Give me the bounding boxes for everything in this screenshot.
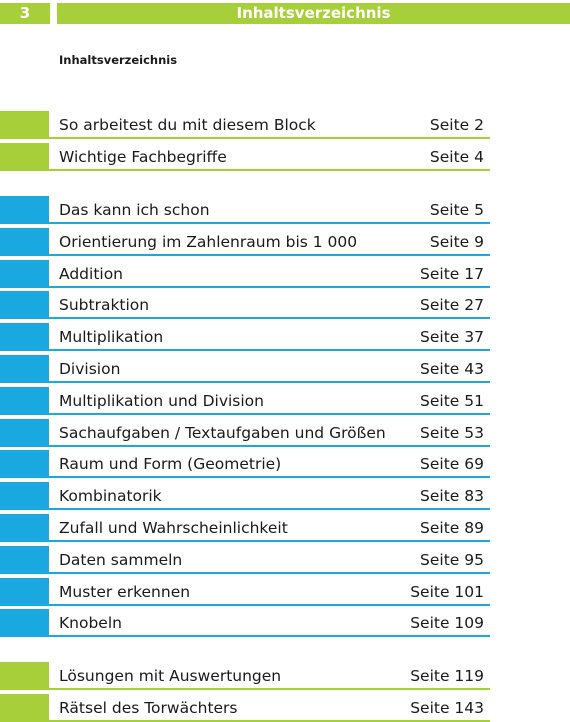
toc-entry-title: Addition [59, 264, 124, 283]
toc-entry[interactable]: So arbeitest du mit diesem Block Seite 2 [0, 111, 490, 139]
toc-entry[interactable]: Subtraktion Seite 27 [0, 291, 490, 320]
toc-entry[interactable]: Wichtige Fachbegriffe Seite 4 [0, 142, 490, 171]
page-subtitle: Inhaltsverzeichnis [59, 53, 178, 67]
toc-entry-title: Wichtige Fachbegriffe [59, 147, 227, 166]
color-marker [0, 662, 49, 690]
page-number: 3 [0, 3, 50, 24]
toc-entry[interactable]: Muster erkennen Seite 101 [0, 577, 490, 606]
toc-entry-page: Seite 83 [420, 487, 484, 506]
toc-entry-page: Seite 95 [420, 550, 484, 569]
color-marker [0, 227, 49, 256]
color-marker [0, 418, 49, 447]
underline-divider [49, 688, 490, 690]
toc-entry[interactable]: Das kann ich schon Seite 5 [0, 196, 490, 224]
toc-entry-page: Seite 9 [429, 232, 484, 251]
underline-divider [49, 317, 490, 320]
underline-divider [49, 168, 490, 171]
toc-entry-page: Seite 143 [410, 698, 484, 717]
toc-entry[interactable]: Multiplikation und Division Seite 51 [0, 386, 490, 415]
toc-entry-page: Seite 89 [420, 519, 484, 537]
underline-divider [49, 635, 490, 638]
underline-divider [49, 381, 490, 383]
toc-entry[interactable]: Multiplikation Seite 37 [0, 323, 490, 352]
color-marker [0, 323, 49, 352]
underline-divider [49, 349, 490, 352]
underline-divider [49, 222, 490, 224]
color-marker [0, 355, 49, 383]
color-marker [0, 693, 49, 722]
toc-entry[interactable]: Raum und Form (Geometrie) Seite 69 [0, 450, 490, 479]
toc-entry-page: Seite 43 [420, 360, 484, 378]
underline-divider [49, 603, 490, 606]
toc-entry-title: Kombinatorik [59, 487, 162, 506]
top-bar: 3 Inhaltsverzeichnis [0, 0, 570, 24]
toc-entry-title: Zufall und Wahrscheinlichkeit [59, 519, 288, 537]
toc-entry-title: Daten sammeln [59, 550, 183, 569]
toc-entry[interactable]: Knobeln Seite 109 [0, 609, 490, 638]
toc-entry-page: Seite 51 [420, 391, 484, 410]
color-marker [0, 450, 49, 479]
toc-entry[interactable]: Daten sammeln Seite 95 [0, 545, 490, 574]
toc-entry-title: Muster erkennen [59, 582, 191, 601]
toc-entry-title: Das kann ich schon [59, 201, 210, 219]
toc-entry[interactable]: Lösungen mit Auswertungen Seite 119 [0, 662, 490, 690]
underline-divider [49, 540, 490, 542]
underline-divider [49, 719, 490, 722]
color-marker [0, 482, 49, 511]
toc-entry-title: So arbeitest du mit diesem Block [59, 116, 316, 134]
toc-entry[interactable]: Sachaufgaben / Textaufgaben und Größen Se… [0, 418, 490, 447]
toc-entry-page: Seite 37 [420, 328, 484, 347]
toc-entry[interactable]: Orientierung im Zahlenraum bis 1 000 Seit… [0, 227, 490, 256]
toc-entry-title: Raum und Form (Geometrie) [59, 455, 282, 474]
toc-entry[interactable]: Kombinatorik Seite 83 [0, 482, 490, 511]
toc-entry[interactable]: Addition Seite 17 [0, 259, 490, 288]
toc-entry[interactable]: Division Seite 43 [0, 355, 490, 383]
toc-entry-page: Seite 17 [420, 264, 484, 283]
toc-entry[interactable]: Rätsel des Torwächters Seite 143 [0, 693, 490, 722]
underline-divider [49, 476, 490, 479]
toc-entry-title: Multiplikation [59, 328, 164, 347]
toc-entry-page: Seite 119 [410, 667, 484, 685]
toc-entry-title: Multiplikation und Division [59, 391, 264, 410]
underline-divider [49, 444, 490, 447]
toc-entry-title: Lösungen mit Auswertungen [59, 667, 282, 685]
toc-entry-page: Seite 2 [429, 116, 484, 134]
toc-entry[interactable]: Zufall und Wahrscheinlichkeit Seite 89 [0, 514, 490, 542]
toc-entry-title: Knobeln [59, 614, 122, 633]
color-marker [0, 259, 49, 288]
toc-entry-title: Orientierung im Zahlenraum bis 1 000 [59, 232, 358, 251]
toc-entry-page: Seite 5 [429, 201, 484, 219]
color-marker [0, 577, 49, 606]
color-marker [0, 514, 49, 542]
color-marker [0, 196, 49, 224]
underline-divider [49, 412, 490, 415]
color-marker [0, 142, 49, 171]
underline-divider [49, 571, 490, 574]
underline-divider [49, 253, 490, 256]
toc-entry-title: Rätsel des Torwächters [59, 698, 238, 717]
toc-entry-page: Seite 4 [429, 147, 484, 166]
underline-divider [49, 137, 490, 139]
color-marker [0, 609, 49, 638]
underline-divider [49, 285, 490, 288]
toc-entry-title: Sachaufgaben / Textaufgaben und Größen [59, 423, 386, 442]
color-marker [0, 111, 49, 139]
toc-entry-page: Seite 53 [420, 423, 484, 442]
toc-entry-page: Seite 27 [420, 296, 484, 315]
underline-divider [49, 508, 490, 511]
header-title: Inhaltsverzeichnis [57, 3, 570, 24]
color-marker [0, 386, 49, 415]
color-marker [0, 545, 49, 574]
toc-entry-title: Subtraktion [59, 296, 150, 315]
toc-entry-page: Seite 69 [420, 455, 484, 474]
toc-entry-page: Seite 101 [410, 582, 484, 601]
toc-entry-page: Seite 109 [410, 614, 484, 633]
color-marker [0, 291, 49, 320]
toc-entry-title: Division [59, 360, 121, 378]
